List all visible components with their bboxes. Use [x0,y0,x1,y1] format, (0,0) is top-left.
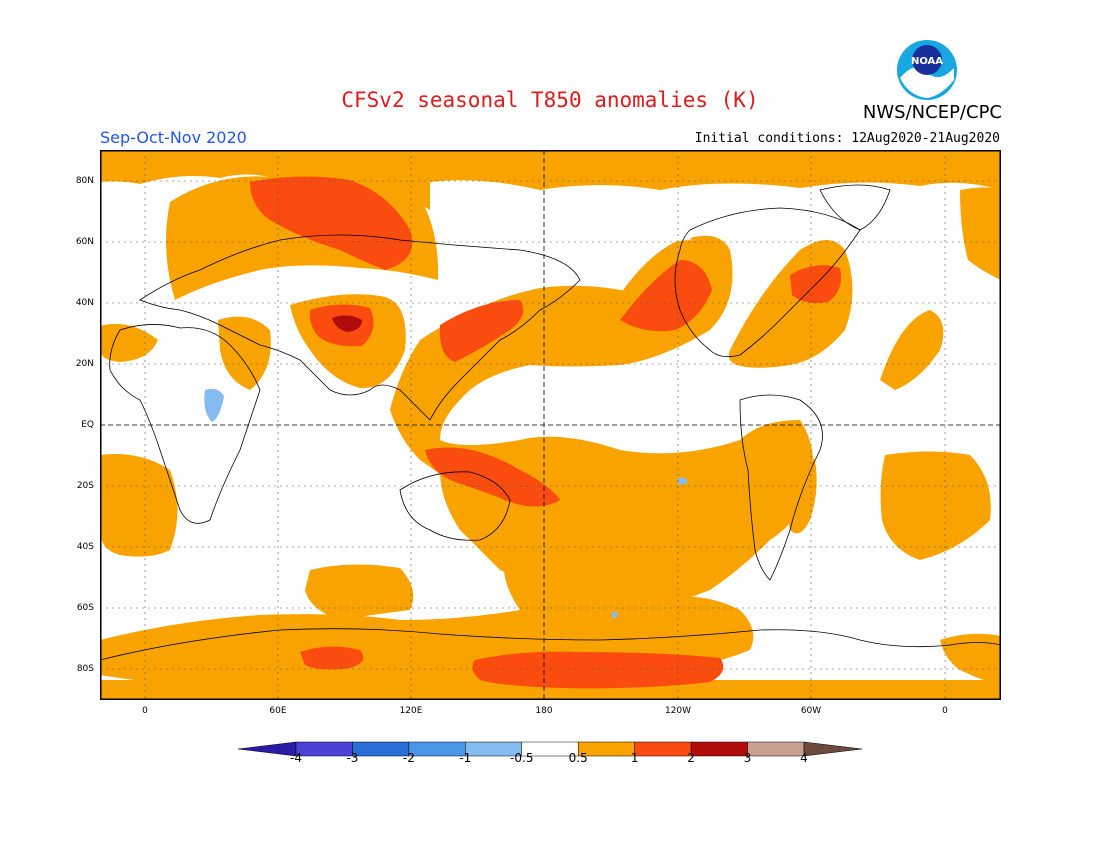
lon-label: 120W [664,706,692,716]
lat-label: 20N [75,359,94,369]
map-frame [100,150,1001,700]
lon-label: 0 [942,706,948,716]
continent-outlines [100,184,1001,661]
colorbar-tick-label: 2 [687,751,695,765]
lon-label: 60E [269,706,287,716]
lat-label: 60S [76,603,94,613]
lat-label: 60N [75,237,94,247]
anomaly-band-neg1-neg0p5 [204,388,688,618]
colorbar-tick-label: -1 [459,751,472,765]
lon-label: 180 [535,706,553,716]
equator-and-dateline [100,150,1001,700]
lon-label: 60W [800,706,822,716]
colorbar-tick-label: 0.5 [568,751,588,765]
colorbar-tick-label: -3 [346,751,359,765]
lon-label: 0 [142,706,148,716]
lon-label: 120E [399,706,423,716]
anomaly-map [100,150,1001,700]
colorbar-cell [803,741,862,757]
lat-label: 20S [76,481,94,491]
colorbar [238,741,862,757]
colorbar-labels: -4 -3 -2 -1 -0.5 0.5 1 2 3 4 [0,750,1100,770]
map-title: CFSv2 seasonal T850 anomalies (K) [341,88,759,112]
lat-lon-grid [100,150,1001,700]
logo-text: NOAA [911,56,943,67]
colorbar-tick-label: 4 [800,751,808,765]
organization-label: NWS/NCEP/CPC [862,102,1002,123]
colorbar-tick-label: -4 [290,751,302,765]
lat-label: 40S [76,542,94,552]
anomaly-band-2-3 [332,315,362,332]
colorbar-tick-label: 3 [743,751,752,765]
lat-label: EQ [81,420,94,430]
lat-label: 80S [76,664,94,674]
colorbar-tick-label: -0.5 [510,751,534,765]
colorbar-tick-label: 1 [630,751,639,765]
season-label: Sep-Oct-Nov 2020 [100,128,247,147]
lat-label: 80N [75,176,94,186]
noaa-logo: NOAA [895,38,959,102]
initial-conditions-label: Initial conditions: 12Aug2020-21Aug2020 [694,131,1000,146]
lat-label: 40N [75,298,94,308]
anomaly-band-1-2 [250,176,842,689]
colorbar-tick-label: -2 [402,751,415,765]
